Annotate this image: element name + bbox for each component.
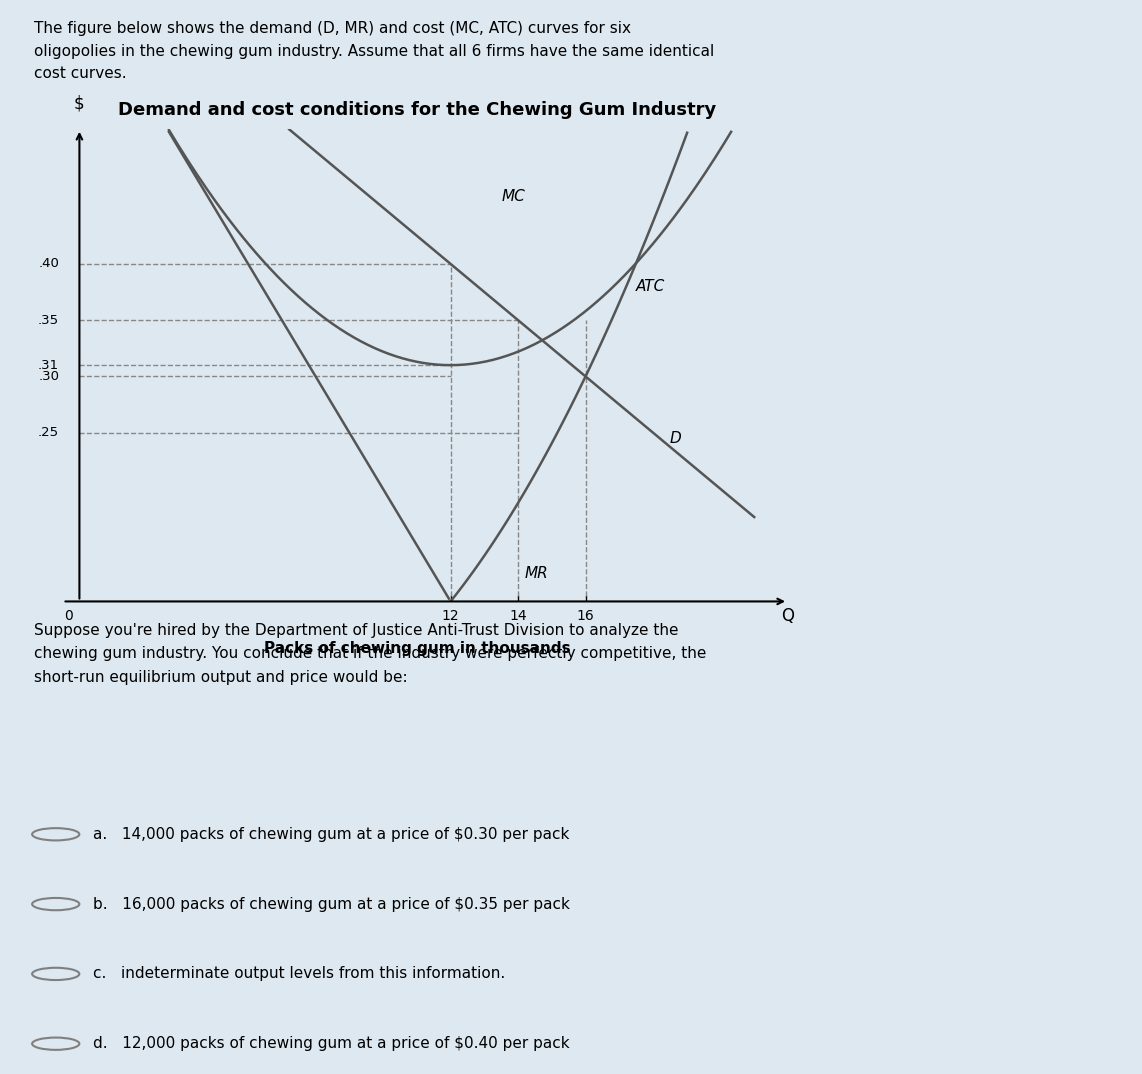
Text: .25: .25 xyxy=(38,426,59,439)
Text: 0: 0 xyxy=(64,609,73,623)
Text: MR: MR xyxy=(525,566,548,581)
Text: 16: 16 xyxy=(577,609,594,623)
Text: a.   14,000 packs of chewing gum at a price of $0.30 per pack: a. 14,000 packs of chewing gum at a pric… xyxy=(94,827,570,842)
Text: Q: Q xyxy=(781,607,794,625)
Text: Suppose you're hired by the Department of Justice Anti-Trust Division to analyze: Suppose you're hired by the Department o… xyxy=(34,623,707,685)
Text: .30: .30 xyxy=(38,369,59,383)
Text: .40: .40 xyxy=(39,258,59,271)
Text: b.   16,000 packs of chewing gum at a price of $0.35 per pack: b. 16,000 packs of chewing gum at a pric… xyxy=(94,897,570,912)
Text: d.   12,000 packs of chewing gum at a price of $0.40 per pack: d. 12,000 packs of chewing gum at a pric… xyxy=(94,1036,570,1051)
Text: .35: .35 xyxy=(38,314,59,326)
Text: MC: MC xyxy=(501,189,525,204)
Text: .31: .31 xyxy=(38,359,59,372)
Text: $: $ xyxy=(74,95,85,112)
Text: Dollars: Dollars xyxy=(0,340,2,390)
Text: 12: 12 xyxy=(442,609,459,623)
Text: Demand and cost conditions for the Chewing Gum Industry: Demand and cost conditions for the Chewi… xyxy=(118,101,716,119)
Text: Packs of chewing gum in thousands: Packs of chewing gum in thousands xyxy=(264,641,570,656)
Text: 14: 14 xyxy=(509,609,526,623)
Text: The figure below shows the demand (D, MR) and cost (MC, ATC) curves for six
olig: The figure below shows the demand (D, MR… xyxy=(34,21,715,81)
Text: c.   indeterminate output levels from this information.: c. indeterminate output levels from this… xyxy=(94,967,506,982)
Text: D: D xyxy=(670,431,682,446)
Text: ATC: ATC xyxy=(636,279,666,294)
